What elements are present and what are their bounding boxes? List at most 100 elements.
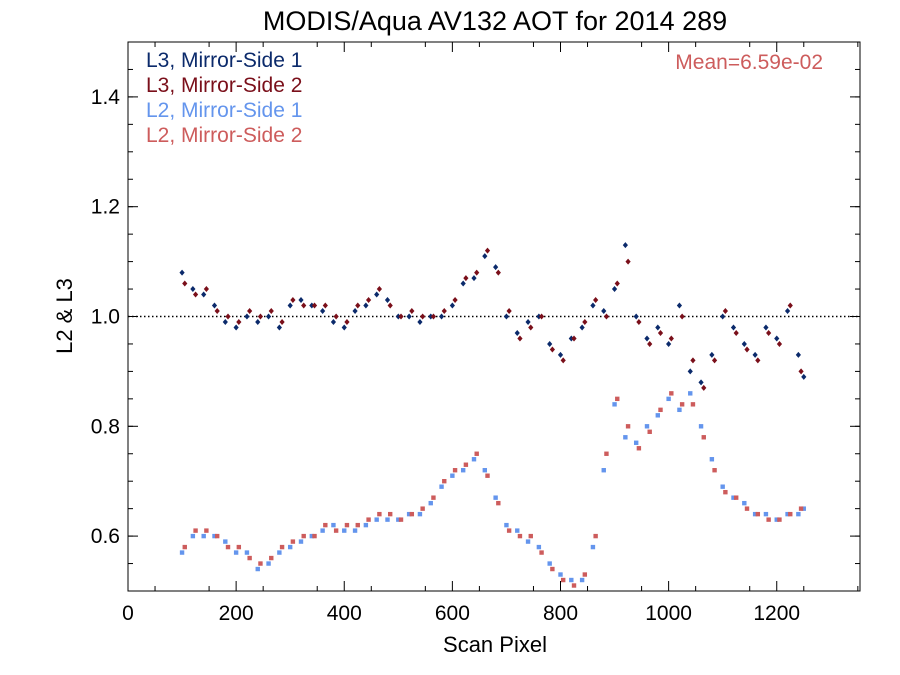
data-point [755, 511, 761, 517]
data-point [277, 550, 282, 555]
data-point [593, 533, 598, 539]
data-point [558, 572, 563, 577]
data-point [355, 302, 361, 309]
data-point [287, 544, 293, 550]
data-point [388, 511, 393, 517]
data-point [255, 318, 261, 325]
data-point [744, 506, 750, 511]
data-point [344, 522, 350, 528]
series-3 [179, 391, 806, 583]
mean-annotation: Mean=6.59e-02 [675, 51, 823, 74]
data-point [579, 577, 585, 583]
data-point [244, 550, 250, 555]
data-point [201, 533, 206, 539]
data-point [622, 242, 628, 249]
data-point [666, 396, 671, 402]
data-point [223, 539, 228, 544]
data-point [341, 324, 347, 331]
data-point [774, 517, 779, 522]
data-point [409, 511, 415, 517]
data-point [236, 318, 242, 325]
data-point [247, 555, 252, 561]
data-point [766, 329, 772, 336]
plot-frame [127, 41, 861, 592]
data-point [536, 313, 542, 320]
y-axis-label: L2 & L3 [52, 278, 77, 354]
data-point [731, 495, 736, 500]
data-point [668, 335, 674, 342]
data-point [190, 533, 196, 539]
data-point [776, 340, 783, 347]
data-point [450, 473, 455, 478]
data-point [290, 539, 296, 544]
data-point [603, 313, 610, 320]
data-point [677, 407, 682, 413]
data-point [298, 297, 304, 304]
data-point [582, 318, 588, 325]
data-point [557, 351, 564, 358]
data-point [633, 440, 639, 445]
data-point [420, 506, 425, 511]
data-point [655, 324, 661, 331]
data-point [365, 297, 372, 304]
axis-ticks: 0 200 400 600 800 1000 1200 0.6 0.8 1.0 1.2 1.4 [91, 41, 860, 625]
data-point [352, 528, 358, 533]
legend-entry: L2, Mirror-Side 1 [146, 99, 302, 122]
data-point [709, 457, 715, 462]
data-point [474, 451, 479, 456]
data-point [503, 313, 510, 320]
x-tick-label: 200 [219, 602, 254, 625]
data-point [720, 484, 725, 489]
data-point [741, 340, 747, 347]
data-point [569, 577, 574, 583]
data-point [387, 302, 393, 309]
data-point [330, 318, 337, 325]
x-tick-label: 600 [435, 602, 470, 625]
data-point [679, 402, 685, 407]
data-point [625, 424, 631, 429]
data-points [179, 242, 807, 588]
data-point [377, 511, 382, 517]
data-point [212, 533, 217, 539]
data-point [244, 313, 250, 320]
data-point [441, 308, 447, 315]
data-point [290, 297, 296, 304]
data-point [730, 324, 737, 331]
data-point [593, 297, 599, 304]
data-point [471, 275, 477, 282]
y-tick-label: 1.0 [91, 306, 120, 329]
data-point [493, 264, 499, 271]
data-point [258, 561, 263, 566]
data-point [550, 566, 555, 572]
data-point [560, 577, 566, 583]
data-point [301, 533, 306, 539]
data-point [266, 561, 271, 566]
data-point [323, 522, 328, 528]
data-point [190, 286, 196, 293]
data-point [601, 468, 606, 473]
data-point [182, 280, 188, 287]
data-point [679, 313, 685, 320]
data-point [384, 297, 391, 304]
y-tick-label: 0.8 [91, 415, 120, 438]
legend-entry: L3, Mirror-Side 1 [146, 49, 302, 72]
x-tick-label: 1200 [753, 602, 800, 625]
data-point [460, 468, 466, 473]
series-2 [182, 247, 804, 391]
data-point [612, 402, 617, 407]
x-axis-label: Scan Pixel [443, 632, 547, 657]
data-point [355, 522, 360, 528]
data-point [431, 495, 436, 500]
data-point [801, 506, 806, 511]
data-point [395, 313, 401, 320]
data-point [785, 511, 790, 517]
data-point [463, 462, 469, 467]
data-point [385, 517, 390, 522]
data-point [320, 528, 325, 533]
data-point [644, 424, 650, 429]
data-point [225, 313, 231, 320]
data-point [495, 269, 501, 276]
data-point [712, 468, 717, 473]
data-point [709, 351, 715, 358]
